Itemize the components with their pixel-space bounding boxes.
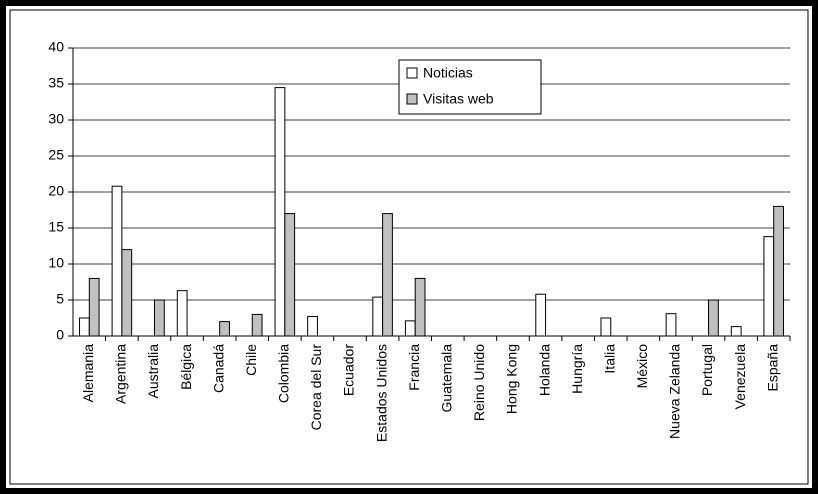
inner-frame (9, 9, 809, 485)
bar (111, 185, 123, 337)
bar (404, 320, 416, 337)
x-tick-label: Bélgica (178, 344, 194, 390)
x-tick-label: España (764, 344, 780, 392)
bar (121, 249, 133, 337)
y-tick-label: 35 (48, 75, 64, 91)
legend-box (398, 59, 542, 115)
bar (600, 317, 612, 337)
bar (153, 299, 165, 337)
y-tick-label: 30 (48, 111, 64, 127)
x-tick-label: Colombia (276, 344, 292, 403)
x-tick-label: Corea del Sur (308, 344, 324, 431)
legend-swatch (406, 67, 418, 79)
x-tick-label: Hungría (569, 344, 585, 394)
legend-label: Noticias (423, 65, 473, 81)
bar (665, 313, 677, 337)
y-tick-label: 20 (48, 183, 64, 199)
x-tick-label: Estados Unidos (373, 344, 389, 442)
bar (708, 299, 719, 337)
bar (535, 293, 547, 337)
bar (307, 316, 318, 337)
bar (88, 277, 100, 337)
legend-label: Visitas web (423, 91, 494, 107)
y-tick-label: 25 (48, 147, 64, 163)
bar (219, 321, 230, 337)
bar (730, 326, 742, 337)
x-tick-label: Chile (243, 344, 259, 376)
x-tick-label: Ecuador (341, 344, 357, 396)
x-tick-label: Hong Kong (504, 344, 520, 414)
bar (763, 236, 775, 337)
bar (176, 290, 188, 337)
bar (274, 87, 286, 337)
x-tick-label: Reino Unido (471, 344, 487, 421)
x-tick-label: Alemania (80, 344, 96, 403)
x-tick-label: Canadá (210, 344, 226, 393)
x-tick-label: Holanda (536, 344, 552, 396)
y-tick-label: 10 (48, 255, 64, 271)
legend-swatch (406, 93, 418, 105)
bar (382, 213, 393, 337)
bar (79, 317, 90, 337)
x-tick-label: Guatemala (438, 344, 454, 413)
bar (251, 313, 263, 337)
x-tick-label: Argentina (113, 344, 129, 404)
y-tick-label: 40 (48, 39, 64, 55)
y-tick-label: 15 (48, 219, 64, 235)
x-tick-label: Francia (406, 344, 422, 391)
x-tick-label: Venezuela (732, 344, 748, 410)
x-tick-label: México (634, 344, 650, 389)
x-tick-label: Australia (145, 344, 161, 399)
bar (284, 213, 296, 337)
y-tick-label: 5 (56, 291, 64, 307)
bar (773, 205, 784, 337)
x-tick-label: Italia (601, 344, 617, 374)
x-tick-label: Nueva Zelanda (667, 344, 683, 439)
y-tick-label: 0 (56, 327, 64, 343)
x-tick-label: Portugal (699, 344, 715, 396)
bar (372, 296, 384, 337)
bar (414, 277, 426, 337)
